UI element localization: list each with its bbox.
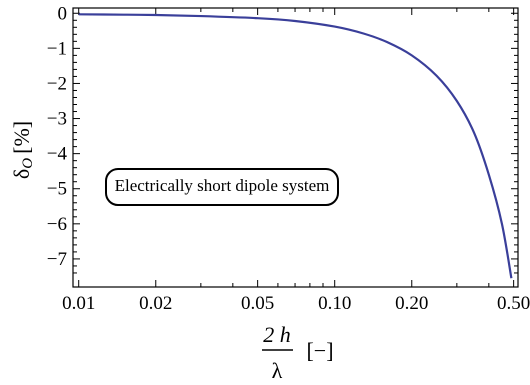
x-tick-label: 0.01 bbox=[62, 293, 95, 314]
y-tick-label: −5 bbox=[47, 179, 67, 200]
x-axis: 0.01 0.02 0.05 0.10 0.20 0.50 bbox=[62, 8, 530, 314]
y-tick-label: −7 bbox=[47, 249, 67, 270]
x-tick-label: 0.10 bbox=[318, 293, 351, 314]
y-axis: 0 −1 −2 −3 −4 −5 −6 −7 bbox=[47, 3, 518, 274]
series-line bbox=[78, 13, 513, 279]
y-tick-label: 0 bbox=[58, 3, 68, 24]
y-tick-label: −2 bbox=[47, 73, 67, 94]
y-axis-unit: [%] bbox=[9, 121, 34, 154]
plot-area bbox=[72, 7, 519, 288]
series bbox=[78, 13, 513, 279]
x-axis-title: 2 h λ [−] bbox=[262, 322, 334, 383]
y-tick-label: −1 bbox=[47, 38, 67, 59]
y-axis-subscript: O bbox=[20, 158, 36, 169]
plot-frame bbox=[72, 7, 519, 288]
svg-text:δO[%]: δO [%] bbox=[9, 121, 36, 179]
annotation-box bbox=[105, 168, 339, 206]
y-axis-title: δO [%] bbox=[9, 121, 36, 179]
x-axis-numerator: 2 h bbox=[263, 322, 291, 347]
x-axis-unit: [−] bbox=[306, 338, 333, 363]
x-tick-label: 0.20 bbox=[395, 293, 428, 314]
x-tick-label: 0.02 bbox=[139, 293, 172, 314]
x-tick-label: 0.05 bbox=[241, 293, 274, 314]
y-tick-label: −6 bbox=[47, 214, 67, 235]
x-axis-denominator: λ bbox=[272, 358, 283, 383]
y-tick-label: −3 bbox=[47, 109, 67, 130]
annotation-text: Electrically short dipole system bbox=[115, 176, 330, 195]
y-tick-label: −4 bbox=[47, 144, 68, 165]
x-tick-label: 0.50 bbox=[497, 293, 530, 314]
annotation: Electrically short dipole system bbox=[105, 168, 339, 206]
y-axis-symbol: δ bbox=[9, 169, 34, 179]
